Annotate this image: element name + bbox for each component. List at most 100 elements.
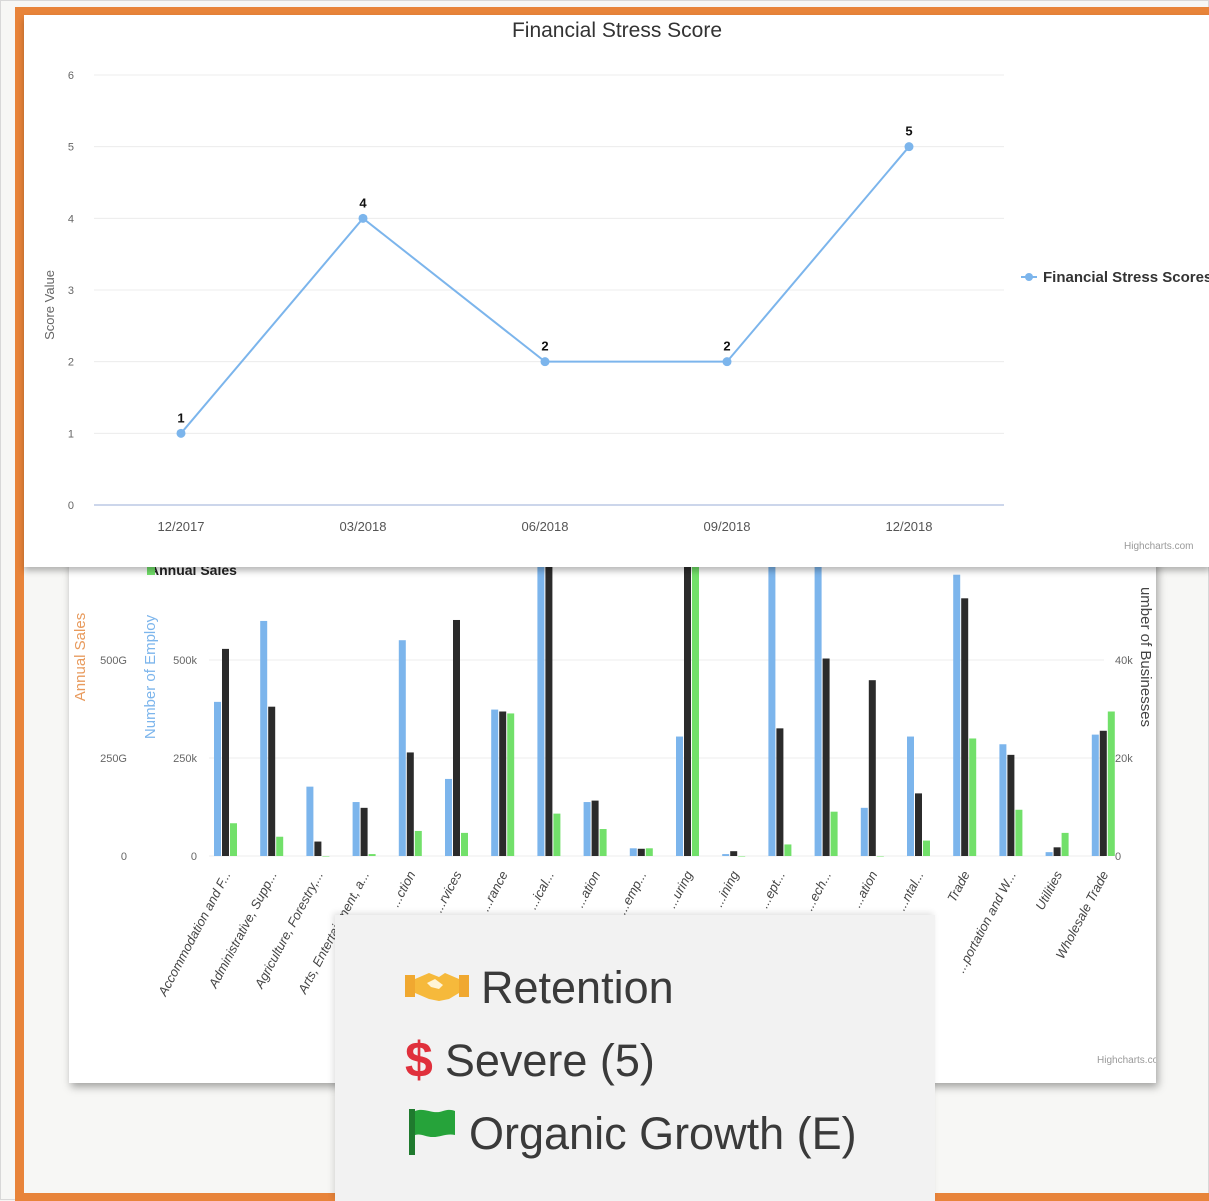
bar-mark[interactable]	[276, 836, 284, 856]
bar-mark[interactable]	[499, 711, 507, 857]
bar-mark[interactable]	[398, 640, 406, 856]
bar-mark[interactable]	[368, 854, 376, 856]
bar-mark[interactable]	[923, 840, 930, 856]
line-y-tick-label: 2	[68, 357, 74, 369]
bar-mark[interactable]	[730, 851, 738, 856]
bar-mark[interactable]	[1061, 832, 1069, 856]
bar-mark[interactable]	[1091, 734, 1099, 856]
line-data-point[interactable]	[176, 428, 186, 438]
bar-right-tick-label: 20k	[1115, 753, 1133, 765]
bar-category-label: ...rvices	[430, 868, 465, 915]
line-legend[interactable]: Financial Stress Scores	[1021, 269, 1209, 286]
bar-right-tick-label: 0	[1115, 851, 1121, 863]
bar-mark[interactable]	[1099, 730, 1107, 856]
bar-mark[interactable]	[461, 832, 468, 856]
bar-category-label: ...ation	[849, 868, 881, 910]
bar-mark[interactable]	[545, 567, 553, 856]
bar-category-label: ...ction	[387, 868, 418, 909]
line-legend-label[interactable]: Financial Stress Scores	[1043, 269, 1209, 286]
bar-mark[interactable]	[830, 811, 838, 856]
line-data-point[interactable]	[722, 357, 732, 367]
bar-mark[interactable]	[214, 701, 221, 856]
bar-mark[interactable]	[1015, 809, 1023, 856]
bar-category-label: Trade	[944, 868, 973, 904]
bar-mark[interactable]	[222, 648, 229, 856]
bar-mark[interactable]	[260, 620, 268, 856]
bar-mark[interactable]	[553, 813, 561, 856]
bar-mark[interactable]	[961, 598, 969, 856]
bar-mark[interactable]	[599, 829, 607, 856]
bar-mark[interactable]	[360, 807, 368, 856]
bar-mark[interactable]	[352, 802, 360, 856]
bar-mark[interactable]	[306, 786, 314, 856]
line-data-point[interactable]	[358, 213, 368, 223]
bar-category-label: ...ech...	[801, 868, 834, 913]
bar-category-label: ...emp...	[614, 868, 649, 917]
bar-mark[interactable]	[445, 778, 452, 856]
bar-mark[interactable]	[322, 856, 330, 857]
bar-mark[interactable]	[738, 856, 746, 857]
line-data-label: 2	[541, 339, 548, 354]
line-x-tick-label: 09/2018	[704, 519, 751, 534]
bar-mark[interactable]	[784, 844, 792, 856]
bar-mark[interactable]	[1045, 852, 1053, 856]
bar-mark[interactable]	[453, 619, 460, 856]
bar-left-outer-tick-label: 500G	[100, 655, 127, 667]
line-y-tick-label: 6	[68, 70, 74, 82]
bar-legend-swatch[interactable]	[147, 567, 155, 575]
bar-mark[interactable]	[999, 744, 1007, 856]
bar-mark[interactable]	[1107, 711, 1115, 857]
bar-mark[interactable]	[768, 567, 776, 856]
bar-right-tick-label: 40k	[1115, 655, 1133, 667]
bar-mark[interactable]	[637, 848, 645, 856]
line-data-point[interactable]	[540, 357, 550, 367]
bar-left-outer-tick-label: 250G	[100, 753, 127, 765]
organic-growth-row: Organic Growth (E)	[405, 1105, 857, 1162]
line-chart-panel: Financial Stress Score Score Value 0 1 2 3 4…	[24, 15, 1209, 567]
bar-mark[interactable]	[230, 823, 237, 856]
bar-mark[interactable]	[692, 567, 699, 856]
bar-mark[interactable]	[676, 736, 683, 856]
bar-mark[interactable]	[491, 709, 499, 856]
line-y-tick-label: 3	[68, 285, 74, 297]
bar-category-label: ...ining	[711, 868, 743, 910]
bar-mark[interactable]	[969, 738, 977, 856]
line-y-tick-label: 1	[68, 428, 74, 440]
bar-mark[interactable]	[645, 848, 653, 856]
line-data-label: 5	[905, 124, 912, 139]
bar-mark[interactable]	[268, 706, 276, 856]
bar-mark[interactable]	[414, 830, 422, 856]
bar-left-inner-tick-label: 250k	[173, 753, 197, 765]
bar-mark[interactable]	[629, 848, 637, 856]
line-x-tick-label: 03/2018	[340, 519, 387, 534]
bar-mark[interactable]	[684, 567, 691, 856]
line-y-tick-label: 4	[68, 213, 74, 225]
line-x-tick-label: 06/2018	[522, 519, 569, 534]
bar-mark[interactable]	[722, 854, 730, 856]
bar-mark[interactable]	[868, 680, 876, 856]
line-data-point[interactable]	[904, 142, 914, 152]
bar-mark[interactable]	[776, 728, 784, 856]
bar-mark[interactable]	[406, 752, 414, 856]
bar-mark[interactable]	[860, 807, 868, 856]
bar-mark[interactable]	[907, 736, 914, 856]
handshake-icon	[405, 965, 469, 1010]
bar-mark[interactable]	[1053, 847, 1061, 856]
bar-left-inner-tick-label: 500k	[173, 655, 197, 667]
bar-mark[interactable]	[591, 800, 599, 856]
bar-mark[interactable]	[822, 658, 830, 856]
risk-summary-card: Retention $ Severe (5) Organic Growth (E…	[335, 915, 935, 1201]
bar-mark[interactable]	[915, 793, 922, 856]
bar-mark[interactable]	[876, 856, 884, 857]
bar-mark[interactable]	[537, 567, 545, 856]
bar-mark[interactable]	[314, 841, 322, 856]
bar-mark[interactable]	[507, 713, 515, 856]
bar-category-label: ...ical...	[524, 868, 557, 911]
dollar-icon: $	[405, 1032, 433, 1088]
bar-mark[interactable]	[1007, 754, 1015, 856]
bar-mark[interactable]	[953, 574, 961, 856]
line-y-tick-label: 5	[68, 142, 74, 154]
bar-mark[interactable]	[583, 802, 591, 856]
bar-mark[interactable]	[814, 567, 822, 856]
